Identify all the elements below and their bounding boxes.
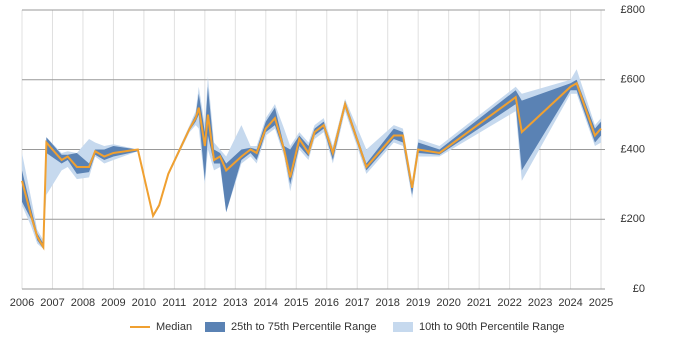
x-tick-label: 2019 (406, 297, 430, 309)
x-tick-label: 2015 (284, 297, 308, 309)
legend-swatch (205, 322, 225, 332)
legend-label: 10th to 90th Percentile Range (419, 321, 565, 333)
x-tick-label: 2006 (10, 297, 34, 309)
x-tick-label: 2010 (132, 297, 156, 309)
x-tick-label: 2025 (589, 297, 613, 309)
median-line (21, 81, 602, 251)
y-tick-label: £600 (621, 74, 645, 86)
x-tick-label: 2020 (436, 297, 460, 309)
x-tick-label: 2008 (71, 297, 95, 309)
x-tick-label: 2018 (375, 297, 399, 309)
x-tick-label: 2017 (345, 297, 369, 309)
y-tick-label: £800 (621, 4, 645, 16)
x-tick-label: 2014 (254, 297, 278, 309)
x-tick-label: 2023 (528, 297, 552, 309)
x-tick-label: 2021 (467, 297, 491, 309)
x-tick-label: 2022 (497, 297, 521, 309)
legend-label: 25th to 75th Percentile Range (231, 321, 377, 333)
y-tick-label: £400 (621, 143, 645, 155)
x-tick-label: 2012 (193, 297, 217, 309)
y-tick-label: £0 (633, 283, 645, 295)
x-tick-label: 2016 (315, 297, 339, 309)
x-tick-label: 2011 (163, 297, 187, 309)
x-tick-label: 2007 (40, 297, 64, 309)
x-tick-label: 2009 (101, 297, 125, 309)
y-tick-label: £200 (621, 213, 645, 225)
percentile-band (22, 79, 602, 249)
x-tick-label: 2013 (223, 297, 247, 309)
legend-swatch (393, 322, 413, 332)
x-tick-label: 2024 (558, 297, 582, 309)
legend-label: Median (156, 321, 192, 333)
